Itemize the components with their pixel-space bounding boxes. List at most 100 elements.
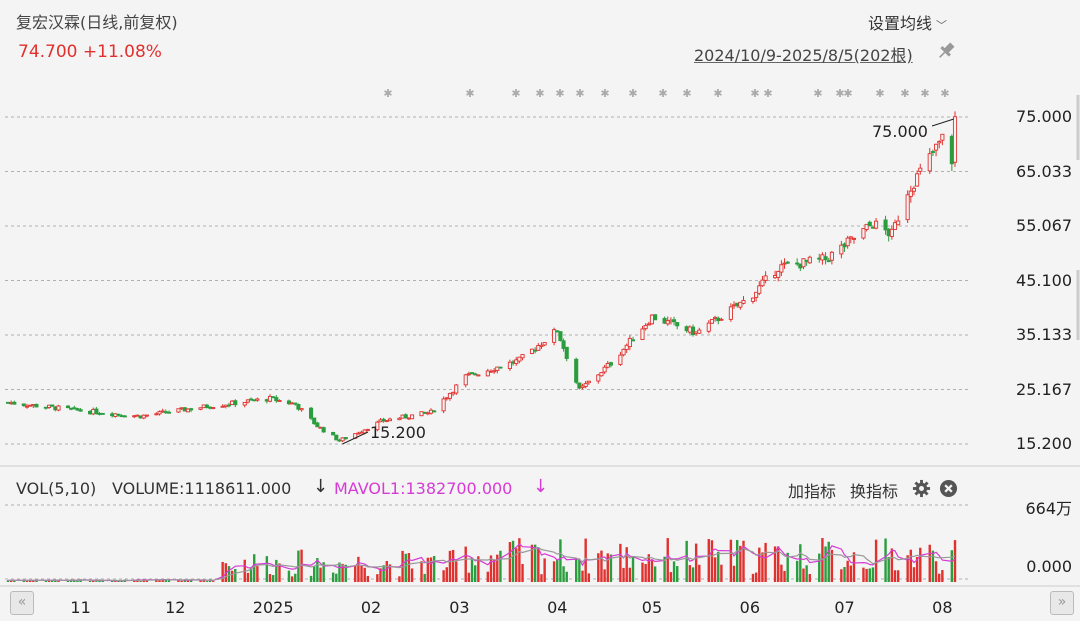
- candle-body: [760, 279, 765, 287]
- volume-bar: [161, 579, 164, 582]
- vol-label[interactable]: VOL(5,10): [16, 479, 97, 498]
- volume-bar: [473, 565, 477, 582]
- volume-bar: [915, 557, 919, 582]
- event-marker: ✱: [940, 87, 949, 100]
- price-change: 74.700 +11.08%: [18, 42, 162, 62]
- candle-body: [599, 372, 604, 377]
- candle-body: [166, 411, 172, 414]
- volume-bar: [556, 559, 559, 582]
- event-marker: ✱: [920, 87, 929, 100]
- volume-bar: [717, 551, 720, 582]
- candle-body: [779, 264, 784, 273]
- candle-body: [473, 373, 478, 376]
- candle-body: [915, 173, 920, 187]
- candle-body: [312, 417, 317, 425]
- candle-body: [892, 222, 898, 230]
- volume-bar: [445, 567, 448, 582]
- candle-body: [242, 402, 247, 406]
- candle-body: [851, 237, 857, 240]
- double-left-icon[interactable]: «: [10, 591, 34, 615]
- gear-icon[interactable]: [912, 479, 931, 498]
- candle-body: [577, 382, 582, 389]
- volume-bar: [543, 558, 546, 582]
- candle-body: [340, 437, 345, 442]
- volume-bar: [54, 579, 57, 582]
- volume-bar: [338, 562, 341, 582]
- volume-bar: [840, 569, 843, 582]
- candle-body: [296, 404, 301, 410]
- volume-bar: [496, 554, 499, 582]
- volume-bar: [919, 547, 922, 582]
- volume-bar: [647, 554, 651, 582]
- candle-body: [864, 223, 869, 230]
- add-indicator-button[interactable]: 加指标: [788, 482, 837, 501]
- volume-bar: [641, 562, 644, 582]
- double-right-icon[interactable]: »: [1050, 591, 1074, 615]
- candle-body: [65, 405, 71, 409]
- pin-icon[interactable]: [935, 40, 957, 62]
- candle-body: [608, 362, 613, 366]
- volume-bar: [710, 540, 714, 582]
- ma-settings-button[interactable]: 设置均线 ﹀: [868, 10, 947, 34]
- candle-body: [50, 404, 55, 407]
- volume-bar: [663, 556, 666, 582]
- volume-bar: [587, 573, 591, 582]
- volume-bar: [941, 570, 944, 582]
- date-range-link[interactable]: 2024/10/9-2025/8/5(202根): [694, 46, 913, 65]
- volume-bar: [515, 548, 518, 582]
- volume-bar: [300, 549, 303, 582]
- vol-y-tick-label: 664万: [1025, 499, 1072, 518]
- mavol-value: MAVOL1:1382700.000: [334, 479, 513, 498]
- volume-bar: [249, 567, 253, 582]
- volume-bar: [578, 559, 581, 582]
- candle-body: [274, 397, 279, 402]
- candle-body: [952, 116, 958, 163]
- candle-body: [176, 408, 181, 413]
- volume-bar: [312, 566, 316, 582]
- candle-body: [204, 404, 209, 409]
- volume-bar: [13, 580, 16, 582]
- volume-bar: [9, 580, 13, 582]
- y-tick-label: 65.033: [1016, 161, 1072, 181]
- volume-bar: [467, 572, 471, 582]
- volume-bar: [189, 579, 193, 582]
- candle-body: [403, 414, 408, 419]
- volume-bar: [230, 570, 234, 582]
- volume-bar: [25, 580, 29, 582]
- candle-body: [801, 258, 806, 268]
- volume-bar: [167, 580, 171, 582]
- volume-bar: [751, 573, 755, 582]
- volume-bar: [376, 574, 379, 582]
- volume-bar: [735, 539, 739, 582]
- candle-body: [918, 167, 923, 172]
- candle-body: [911, 187, 917, 192]
- candle-body: [410, 414, 415, 420]
- volume-bar: [713, 557, 717, 582]
- switch-indicator-button[interactable]: 换指标: [850, 482, 899, 501]
- volume-bar: [802, 568, 805, 582]
- candle-body: [343, 437, 348, 440]
- volume-bar: [246, 572, 250, 582]
- volume-bar: [622, 567, 625, 582]
- candle-body: [233, 400, 238, 406]
- candle-body: [255, 398, 260, 401]
- volume-bar: [581, 570, 584, 582]
- candle-body: [185, 408, 190, 413]
- volume-bar: [385, 561, 388, 582]
- candle-body: [719, 318, 724, 321]
- volume-bar: [953, 540, 957, 582]
- candle-body: [937, 141, 942, 144]
- x-tick-label: 11: [70, 598, 91, 617]
- volume-bar: [319, 567, 322, 582]
- candle-body: [583, 383, 588, 387]
- candle-body: [397, 417, 402, 421]
- event-marker: ✱: [835, 87, 844, 100]
- volume-bar: [227, 566, 231, 582]
- down-arrow-icon: ↓: [313, 476, 329, 497]
- volume-bar: [410, 568, 414, 582]
- volume-bar: [871, 567, 875, 582]
- close-circle-icon[interactable]: [939, 479, 958, 498]
- volume-bar: [76, 580, 79, 582]
- candle-body: [586, 380, 591, 384]
